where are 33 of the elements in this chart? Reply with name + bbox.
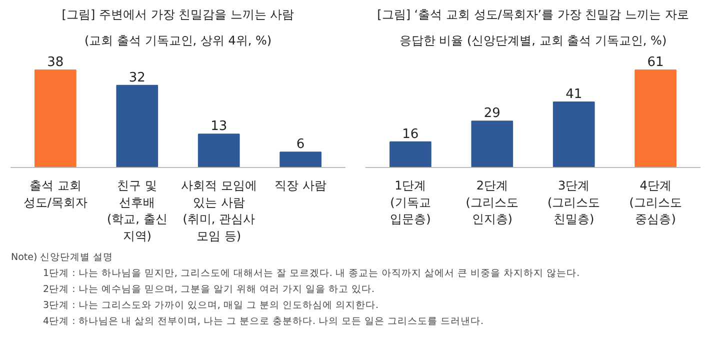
- data-label: 41: [566, 86, 582, 102]
- chart-title: [그림] ‘출석 교회 성도/목회자’를 가장 친밀감 느끼는 자로: [377, 8, 689, 22]
- bar: [634, 70, 676, 168]
- x-tick-label: 4단계 (그리스도 중심층): [629, 178, 682, 226]
- x-tick-label: 친구 및 선후배 (학교, 출신 지역): [106, 178, 168, 243]
- text: Note) 신앙단계별 설명: [11, 251, 114, 265]
- x-tick-label: 직장 사람: [274, 178, 326, 192]
- bar: [552, 101, 595, 168]
- data-label: 61: [647, 55, 664, 70]
- data-label: 16: [402, 126, 419, 142]
- bar: [34, 70, 76, 168]
- bar: [471, 120, 514, 168]
- text: 4단계 : 하나님은 내 삶의 전부이며, 나는 그 분으로 충분하다. 나의 모든 일은 그리스도를 드러낸다.: [43, 315, 485, 329]
- text: 1단계 : 나는 하나님을 믿지만, 그리스도에 대해서는 잘 모르겠다. 내 종교는 아직까지 삶에서 큰 비중을 차지하지 않는다.: [43, 267, 580, 281]
- chart-subtitle: 응답한 비율 (신앙단계별, 교회 출석 기독교인, %): [399, 34, 667, 48]
- data-label: 29: [484, 106, 500, 122]
- data-label: 6: [296, 137, 305, 152]
- bar: [198, 134, 240, 168]
- x-tick-label: 3단계 (그리스도 친밀층): [548, 178, 600, 226]
- data-label: 13: [210, 119, 228, 134]
- bar: [116, 84, 158, 168]
- chart-subtitle: (교회 출석 기독교인, 상위 4위, %): [84, 34, 272, 48]
- data-label: 32: [128, 70, 146, 86]
- text: 2단계 : 나는 예수님을 믿으며, 그분을 알기 위해 여러 가지 일을 하고 있다.: [43, 283, 376, 297]
- x-tick-label: 사회적 모임에 있는 사람 (취미, 관심사 모임 등): [180, 178, 257, 243]
- chart-title: [그림] 주변에서 가장 친밀감을 느끼는 사람: [62, 8, 294, 22]
- text: 3단계 : 나는 그리스도와 가까이 있으며, 매일 그 분의 인도하심에 의지한다.: [43, 299, 380, 313]
- data-label: 38: [47, 55, 64, 70]
- x-tick-label: 1단계 (기독교 입문층): [390, 178, 431, 226]
- x-tick-label: 2단계 (그리스도 인지층): [466, 178, 518, 226]
- bar: [390, 141, 432, 168]
- bar: [280, 152, 322, 168]
- x-tick-label: 출석 교회 성도/목회자: [23, 178, 88, 210]
